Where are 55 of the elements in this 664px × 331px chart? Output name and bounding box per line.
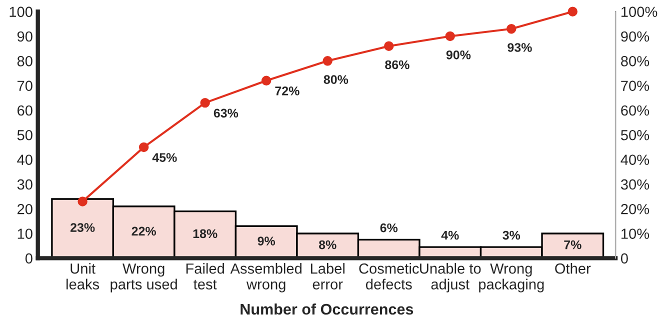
y-tick-label: 60 bbox=[18, 105, 32, 116]
y2-tick-label: 40% bbox=[620, 154, 650, 165]
y2-tick-label: 100% bbox=[622, 6, 658, 18]
point bbox=[138, 142, 149, 152]
y-tick-label: 40 bbox=[17, 154, 32, 165]
data-label: 63% bbox=[214, 108, 238, 118]
annotation: 9% bbox=[258, 236, 276, 246]
data-label: 93% bbox=[508, 43, 532, 52]
y-tick-label: 30 bbox=[17, 179, 32, 190]
y-tick-label: 10 bbox=[18, 228, 32, 239]
annotation: 3% bbox=[502, 230, 520, 240]
x-tick-label: Assembled wrong bbox=[230, 263, 302, 292]
annotation: 6% bbox=[380, 223, 398, 232]
y-tick-label: 70 bbox=[18, 80, 32, 91]
y2-tick-label: 30% bbox=[620, 179, 650, 190]
point bbox=[384, 41, 394, 51]
data-label: 86% bbox=[385, 60, 410, 70]
data-label: 45% bbox=[152, 153, 177, 162]
x-axis-title: Number of Occurrences bbox=[240, 303, 414, 315]
annotation: 8% bbox=[318, 240, 336, 250]
y-tick-label: 0 bbox=[25, 253, 32, 264]
x-tick-label: Unit leaks bbox=[66, 263, 100, 290]
point bbox=[261, 76, 272, 86]
annotation: 18% bbox=[193, 229, 218, 238]
y2-tick-label: 80% bbox=[621, 56, 650, 66]
y-tick-label: 90 bbox=[17, 31, 32, 42]
point bbox=[78, 196, 88, 206]
y2-tick-label: 10% bbox=[622, 228, 650, 239]
y-tick-label: 50 bbox=[17, 130, 32, 140]
data-label: 72% bbox=[275, 86, 300, 96]
y-tick-label: 100 bbox=[10, 6, 32, 18]
y-tick-label: 20 bbox=[18, 204, 32, 214]
x-tick-label: Cosmetic defects bbox=[359, 263, 419, 290]
y2-tick-label: 70% bbox=[621, 80, 650, 91]
point bbox=[506, 24, 516, 34]
y2-tick-label: 60% bbox=[621, 105, 650, 116]
data-label: 80% bbox=[324, 75, 348, 84]
point bbox=[200, 98, 210, 108]
annotation: 7% bbox=[564, 240, 582, 250]
y2-tick-label: 90% bbox=[621, 31, 650, 42]
x-tick-label: Other bbox=[555, 263, 591, 274]
annotation: 22% bbox=[132, 226, 156, 236]
annotation: 4% bbox=[441, 230, 459, 240]
x-tick-label: Failed test bbox=[186, 263, 224, 290]
x-tick-label: Label error bbox=[310, 263, 344, 290]
annotation: 23% bbox=[70, 223, 95, 232]
x-tick-label: Wrong parts used bbox=[110, 264, 177, 292]
point bbox=[445, 31, 455, 42]
data-label: 90% bbox=[446, 50, 471, 60]
point bbox=[322, 56, 332, 66]
y2-tick-label: 20% bbox=[621, 204, 650, 214]
y2-tick-label: 0 bbox=[620, 253, 628, 264]
point bbox=[568, 6, 578, 16]
y2-tick-label: 50% bbox=[620, 130, 650, 140]
y-tick-label: 80 bbox=[17, 56, 32, 66]
